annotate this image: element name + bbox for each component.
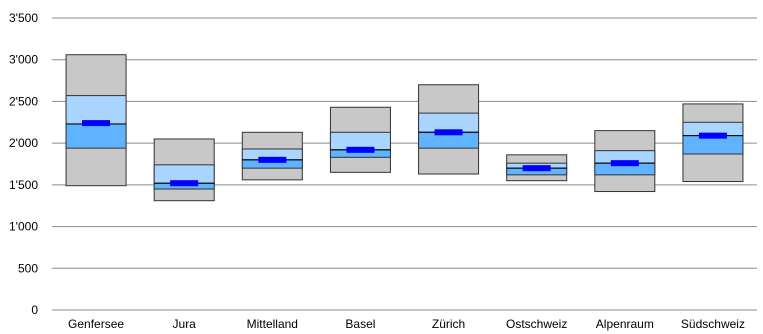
box-upper (65, 95, 127, 125)
y-tick-label: 500 (18, 261, 38, 275)
mean-marker (434, 129, 463, 136)
mean-marker (698, 132, 727, 139)
y-tick-label: 3'000 (9, 53, 38, 67)
mean-marker (610, 160, 639, 167)
x-tick-label: Ostschweiz (506, 317, 567, 331)
y-tick-label: 2'000 (9, 136, 38, 150)
x-tick-label: Mittelland (247, 317, 298, 331)
mean-marker (170, 180, 199, 187)
y-tick-label: 1'500 (9, 178, 38, 192)
y-tick-label: 0 (31, 303, 38, 317)
x-tick-label: Alpenraum (596, 317, 654, 331)
x-tick-label: Genfersee (68, 317, 124, 331)
x-tick-label: Jura (173, 317, 197, 331)
box-lower (65, 123, 127, 149)
mean-marker (346, 146, 375, 153)
x-tick-label: Südschweiz (681, 317, 745, 331)
y-tick-label: 2'500 (9, 94, 38, 108)
mean-marker (258, 156, 287, 163)
mean-marker (522, 165, 551, 172)
y-tick-label: 3'500 (9, 11, 38, 25)
mean-marker (82, 120, 111, 127)
y-tick-label: 1'000 (9, 220, 38, 234)
x-tick-label: Basel (345, 317, 375, 331)
x-tick-label: Zürich (432, 317, 465, 331)
